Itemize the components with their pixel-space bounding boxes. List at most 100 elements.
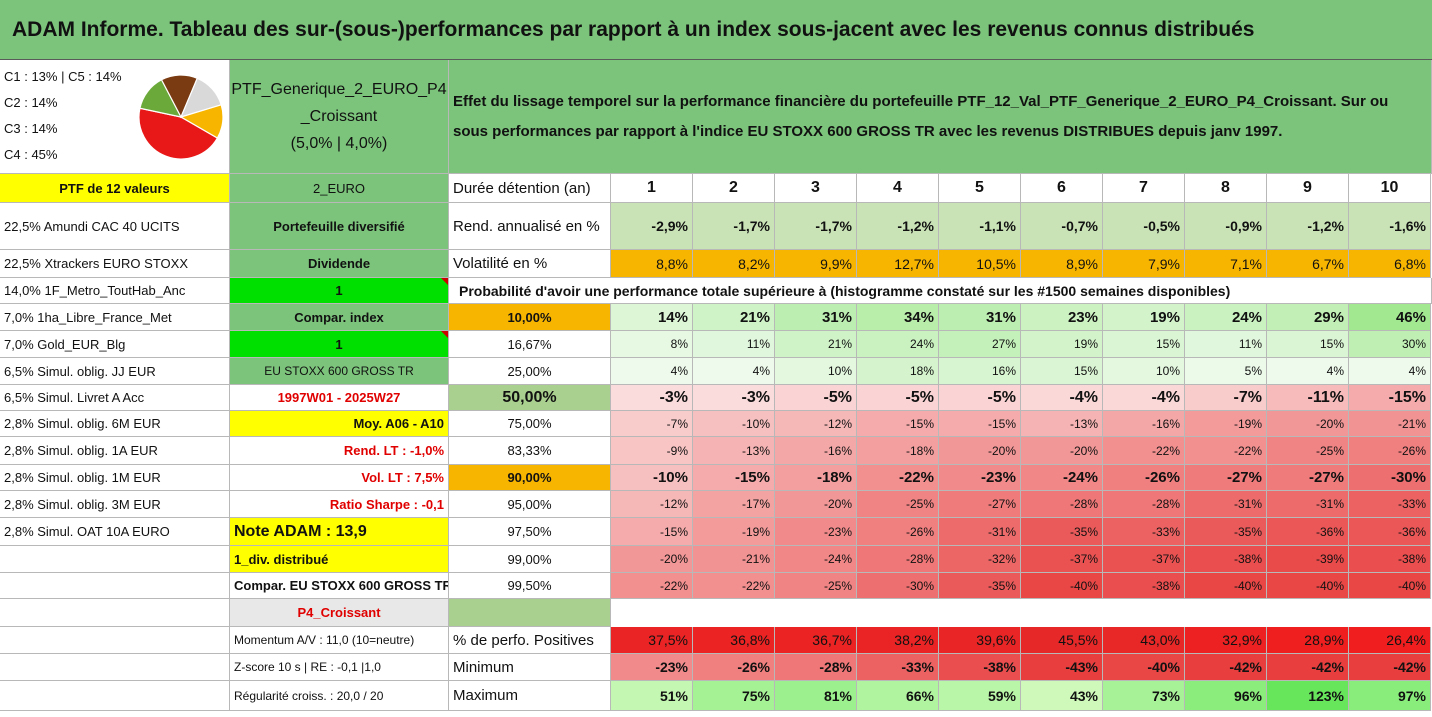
probability-value: -28% bbox=[1103, 491, 1185, 518]
rend-label: Rend. annualisé en % bbox=[449, 203, 611, 250]
rend-value: -1,2% bbox=[1267, 203, 1349, 250]
minimum-value: -38% bbox=[939, 654, 1021, 681]
rend-value: -1,2% bbox=[857, 203, 939, 250]
probability-value: 15% bbox=[1103, 331, 1185, 358]
maximum-value: 51% bbox=[611, 681, 693, 711]
probability-value: -27% bbox=[1185, 465, 1267, 491]
pie-chart-block: C1 : 13% | C5 : 14% C2 : 14% C3 : 14% C4 : … bbox=[0, 60, 230, 174]
probability-threshold: 90,00% bbox=[449, 465, 611, 491]
probability-value: 4% bbox=[1349, 358, 1431, 385]
maximum-value: 96% bbox=[1185, 681, 1267, 711]
probability-value: -35% bbox=[939, 573, 1021, 599]
probability-value: -31% bbox=[1267, 491, 1349, 518]
probability-value: -13% bbox=[693, 437, 775, 465]
probability-value: -24% bbox=[1021, 465, 1103, 491]
description-line: Effet du lissage temporel sur la perform… bbox=[453, 92, 1389, 110]
probability-value: -15% bbox=[857, 411, 939, 437]
compar-full-label: Compar. EU STOXX 600 GROSS TR bbox=[230, 573, 449, 599]
probability-value: -13% bbox=[1021, 411, 1103, 437]
comment-marker bbox=[441, 278, 448, 285]
probability-value: -40% bbox=[1185, 573, 1267, 599]
positive-perf-value: 37,5% bbox=[611, 627, 693, 654]
positive-perf-label: % de perfo. Positives bbox=[449, 627, 611, 654]
maximum-value: 43% bbox=[1021, 681, 1103, 711]
probability-value: 14% bbox=[611, 304, 693, 331]
probability-value: -21% bbox=[1349, 411, 1431, 437]
probability-value: -30% bbox=[857, 573, 939, 599]
year-header: 10 bbox=[1349, 174, 1431, 203]
maximum-value: 123% bbox=[1267, 681, 1349, 711]
index-name: EU STOXX 600 GROSS TR bbox=[230, 358, 449, 385]
probability-value: -5% bbox=[775, 385, 857, 411]
probability-header: Probabilité d'avoir une performance tota… bbox=[449, 278, 1432, 304]
probability-value: 11% bbox=[693, 331, 775, 358]
holding-item: 2,8% Simul. oblig. 1A EUR bbox=[0, 437, 230, 465]
probability-value: -20% bbox=[1267, 411, 1349, 437]
probability-value: 24% bbox=[1185, 304, 1267, 331]
probability-value: -26% bbox=[1349, 437, 1431, 465]
probability-threshold: 99,00% bbox=[449, 546, 611, 573]
rend-value: -1,7% bbox=[693, 203, 775, 250]
portfolio-name-block: PTF_Generique_2_EURO_P4 _Croissant (5,0% |… bbox=[230, 60, 449, 174]
probability-value: -35% bbox=[1185, 518, 1267, 546]
probability-value: 23% bbox=[1021, 304, 1103, 331]
positive-perf-value: 45,5% bbox=[1021, 627, 1103, 654]
rend-value: -1,6% bbox=[1349, 203, 1431, 250]
diversification-label: Portefeuille diversifié bbox=[230, 203, 449, 250]
probability-threshold: 50,00% bbox=[449, 385, 611, 411]
maximum-value: 66% bbox=[857, 681, 939, 711]
probability-value: 29% bbox=[1267, 304, 1349, 331]
minimum-label: Minimum bbox=[449, 654, 611, 681]
probability-value: 30% bbox=[1349, 331, 1431, 358]
probability-value: -28% bbox=[1021, 491, 1103, 518]
positive-perf-value: 43,0% bbox=[1103, 627, 1185, 654]
probability-value: -7% bbox=[611, 411, 693, 437]
probability-value: 21% bbox=[775, 331, 857, 358]
probability-value: -3% bbox=[611, 385, 693, 411]
probability-value: 4% bbox=[693, 358, 775, 385]
year-header: 6 bbox=[1021, 174, 1103, 203]
probability-value: -15% bbox=[1349, 385, 1431, 411]
portfolio-name-line: PTF_Generique_2_EURO_P4 bbox=[231, 81, 447, 98]
holding-item: 2,8% Simul. OAT 10A EURO bbox=[0, 518, 230, 546]
positive-perf-value: 36,7% bbox=[775, 627, 857, 654]
pie-legend-label: C2 : 14% bbox=[4, 95, 58, 110]
holding-item: 6,5% Simul. Livret A Acc bbox=[0, 385, 230, 411]
probability-value: 19% bbox=[1021, 331, 1103, 358]
description-line: sous performances par rapport à l'indice… bbox=[453, 122, 1283, 140]
probability-value: -38% bbox=[1185, 546, 1267, 573]
probability-value: -9% bbox=[611, 437, 693, 465]
vol-lt-label: Vol. LT : 7,5% bbox=[230, 465, 449, 491]
probability-value: 15% bbox=[1021, 358, 1103, 385]
probability-value: 11% bbox=[1185, 331, 1267, 358]
holding-item: 14,0% 1F_Metro_ToutHab_Anc bbox=[0, 278, 230, 304]
probability-value: -20% bbox=[939, 437, 1021, 465]
probability-value: -20% bbox=[611, 546, 693, 573]
probability-threshold: 25,00% bbox=[449, 358, 611, 385]
probability-value: -26% bbox=[1103, 465, 1185, 491]
probability-value: -25% bbox=[857, 491, 939, 518]
minimum-value: -43% bbox=[1021, 654, 1103, 681]
probability-value: -7% bbox=[1185, 385, 1267, 411]
minimum-value: -26% bbox=[693, 654, 775, 681]
probability-value: -32% bbox=[939, 546, 1021, 573]
pie-legend-label: C1 : 13% | C5 : 14% bbox=[4, 69, 122, 84]
report-title: ADAM Informe. Tableau des sur-(sous-)per… bbox=[0, 0, 1432, 60]
holding-item: 6,5% Simul. oblig. JJ EUR bbox=[0, 358, 230, 385]
probability-value: 4% bbox=[1267, 358, 1349, 385]
probability-value: -40% bbox=[1349, 573, 1431, 599]
probability-value: -23% bbox=[939, 465, 1021, 491]
probability-value: -38% bbox=[1103, 573, 1185, 599]
probability-value: -17% bbox=[693, 491, 775, 518]
vol-value: 9,9% bbox=[775, 250, 857, 278]
vol-value: 8,2% bbox=[693, 250, 775, 278]
probability-value: -36% bbox=[1349, 518, 1431, 546]
holding-item: 2,8% Simul. oblig. 6M EUR bbox=[0, 411, 230, 437]
maximum-value: 59% bbox=[939, 681, 1021, 711]
probability-value: -22% bbox=[1103, 437, 1185, 465]
probability-value: -10% bbox=[693, 411, 775, 437]
vol-value: 7,9% bbox=[1103, 250, 1185, 278]
year-header: 4 bbox=[857, 174, 939, 203]
minimum-value: -40% bbox=[1103, 654, 1185, 681]
